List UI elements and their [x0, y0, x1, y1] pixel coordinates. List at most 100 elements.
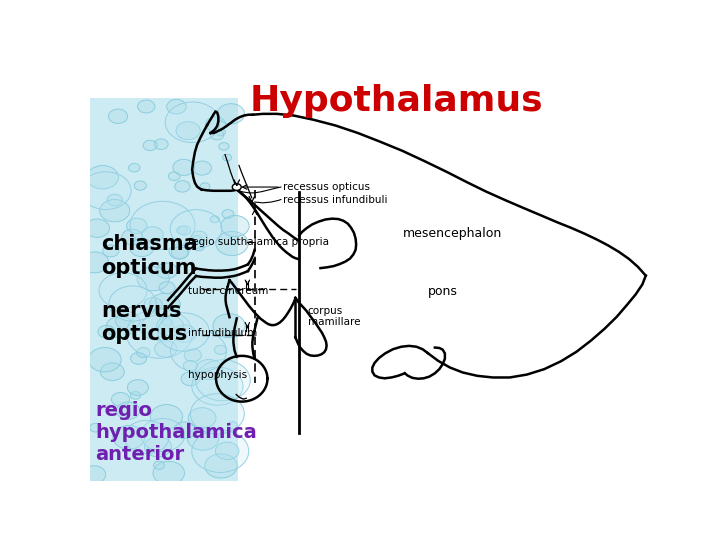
Circle shape	[130, 201, 195, 249]
Circle shape	[87, 166, 118, 189]
Circle shape	[210, 130, 224, 140]
Circle shape	[233, 184, 241, 191]
Circle shape	[130, 352, 147, 365]
Circle shape	[143, 140, 157, 151]
Circle shape	[130, 392, 140, 399]
Circle shape	[81, 252, 109, 273]
Circle shape	[153, 461, 165, 469]
Circle shape	[192, 430, 248, 472]
Circle shape	[134, 181, 146, 190]
Circle shape	[90, 423, 102, 432]
Text: recessus opticus: recessus opticus	[282, 183, 369, 192]
Circle shape	[173, 325, 196, 342]
Circle shape	[144, 437, 171, 457]
Text: mesencephalon: mesencephalon	[402, 227, 502, 240]
Circle shape	[171, 330, 227, 372]
Circle shape	[219, 143, 229, 150]
Circle shape	[150, 293, 180, 316]
Circle shape	[191, 231, 207, 243]
Circle shape	[82, 466, 106, 483]
Circle shape	[137, 267, 169, 291]
Text: recessus infundibuli: recessus infundibuli	[282, 195, 387, 205]
Circle shape	[190, 394, 244, 434]
Circle shape	[127, 309, 193, 358]
Circle shape	[192, 367, 243, 405]
Text: tuber cinereum: tuber cinereum	[188, 286, 268, 296]
Circle shape	[216, 129, 225, 136]
Circle shape	[206, 117, 225, 132]
Circle shape	[215, 345, 227, 354]
Circle shape	[150, 404, 183, 429]
Text: chiasma
opticum: chiasma opticum	[101, 234, 198, 278]
Circle shape	[195, 360, 222, 380]
Circle shape	[204, 454, 237, 478]
Bar	[90, 98, 238, 481]
Circle shape	[144, 298, 162, 311]
Circle shape	[184, 349, 202, 362]
Circle shape	[106, 316, 134, 338]
Circle shape	[217, 104, 245, 124]
Circle shape	[184, 361, 197, 371]
Circle shape	[127, 380, 148, 395]
Circle shape	[215, 442, 239, 460]
Circle shape	[168, 172, 180, 180]
Text: pons: pons	[428, 285, 457, 298]
Circle shape	[122, 229, 143, 245]
Circle shape	[169, 244, 189, 259]
Circle shape	[107, 194, 122, 206]
Text: nervus
opticus: nervus opticus	[101, 301, 187, 344]
Circle shape	[138, 100, 155, 113]
Circle shape	[174, 422, 196, 438]
Circle shape	[140, 315, 174, 340]
Text: hypophysis: hypophysis	[188, 369, 247, 380]
Circle shape	[153, 461, 184, 485]
Circle shape	[103, 245, 119, 257]
Circle shape	[210, 216, 220, 222]
Circle shape	[193, 242, 204, 251]
Text: corpus
mamillare: corpus mamillare	[307, 306, 360, 327]
Circle shape	[117, 402, 140, 420]
Circle shape	[158, 313, 210, 351]
Circle shape	[213, 314, 245, 338]
Circle shape	[192, 161, 212, 175]
Circle shape	[200, 183, 210, 190]
Circle shape	[222, 154, 232, 161]
Circle shape	[188, 408, 216, 428]
Circle shape	[98, 326, 114, 338]
Circle shape	[127, 218, 147, 233]
Circle shape	[142, 227, 163, 242]
Circle shape	[99, 199, 130, 222]
Circle shape	[157, 316, 184, 336]
Circle shape	[221, 215, 249, 237]
Circle shape	[175, 181, 190, 192]
Circle shape	[89, 348, 121, 372]
Circle shape	[159, 282, 175, 294]
Circle shape	[125, 420, 169, 454]
Circle shape	[167, 99, 186, 114]
Text: Hypothalamus: Hypothalamus	[250, 84, 544, 118]
Circle shape	[162, 318, 172, 326]
Circle shape	[171, 247, 188, 259]
Circle shape	[99, 273, 147, 308]
Circle shape	[170, 210, 222, 248]
Circle shape	[187, 427, 219, 450]
Text: regio subthalamica propria: regio subthalamica propria	[188, 237, 328, 247]
Circle shape	[85, 219, 109, 238]
Circle shape	[178, 226, 191, 235]
Circle shape	[195, 360, 251, 401]
Circle shape	[140, 418, 184, 451]
Circle shape	[81, 172, 131, 210]
Circle shape	[176, 226, 187, 234]
Circle shape	[100, 363, 125, 381]
Circle shape	[109, 286, 156, 321]
Circle shape	[112, 393, 130, 406]
Circle shape	[116, 312, 140, 330]
Circle shape	[173, 159, 194, 176]
Circle shape	[176, 122, 200, 140]
Circle shape	[216, 232, 248, 255]
Circle shape	[181, 372, 200, 386]
Circle shape	[222, 210, 234, 218]
Circle shape	[129, 164, 140, 172]
Circle shape	[137, 348, 150, 357]
Circle shape	[109, 109, 127, 124]
